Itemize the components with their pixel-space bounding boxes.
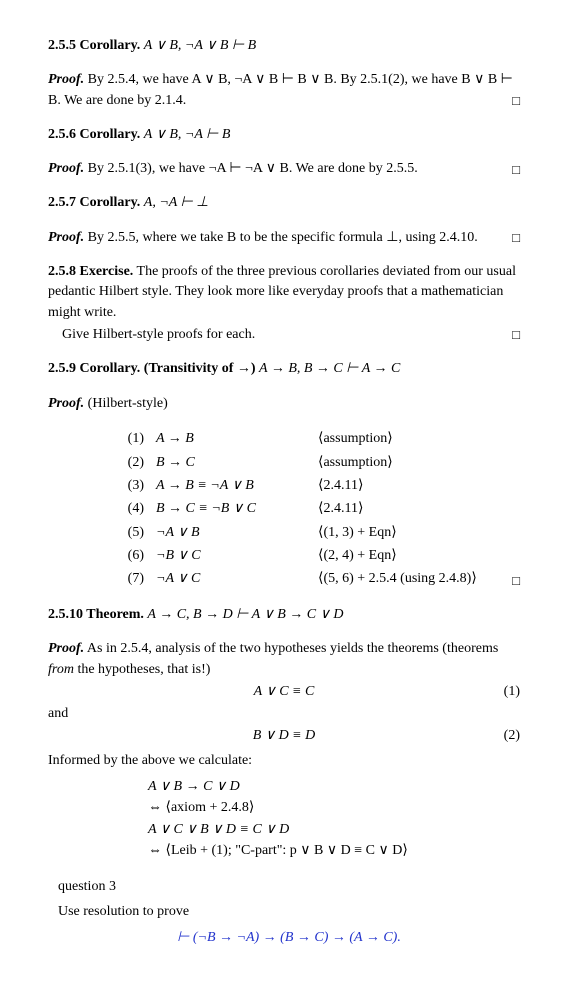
- and-label: and: [48, 704, 520, 724]
- theorem-2-5-10: 2.5.10 Theorem. A → C, B → D ⊢ A ∨ B → C…: [48, 605, 520, 625]
- table-row: (4)B → C ≡ ¬B ∨ C⟨2.4.11⟩: [108, 498, 483, 521]
- qed-icon: □: [512, 229, 520, 248]
- step-formula: ¬A ∨ C: [150, 568, 312, 591]
- step-reason: ⟨assumption⟩: [312, 451, 483, 474]
- qed-icon: □: [512, 161, 520, 180]
- table-row: (2)B → C⟨assumption⟩: [108, 451, 483, 474]
- step-num: (4): [108, 498, 150, 521]
- table-row: (1)A → B⟨assumption⟩: [108, 428, 483, 451]
- proof-2-5-9-label: Proof. (Hilbert-style): [48, 394, 520, 414]
- step-reason: ⟨(5, 6) + 2.5.4 (using 2.4.8)⟩: [312, 568, 483, 591]
- question-3: question 3 Use resolution to prove ⊢ (¬B…: [58, 877, 520, 948]
- step-reason: ⟨assumption⟩: [312, 428, 483, 451]
- proof-text: By 2.5.5, where we take B to be the spec…: [88, 230, 478, 245]
- heading: 2.5.6 Corollary.: [48, 127, 140, 142]
- question-label: question 3: [58, 877, 520, 897]
- proof-text: By 2.5.1(3), we have ¬A ⊢ ¬A ∨ B. We are…: [88, 161, 418, 176]
- equation-2: B ∨ D ≡ D (2): [48, 726, 520, 746]
- step-num: (1): [108, 428, 150, 451]
- step-num: (2): [108, 451, 150, 474]
- qed-icon: □: [512, 92, 520, 111]
- step-formula: B → C: [150, 451, 312, 474]
- step-reason: ⟨2.4.11⟩: [312, 474, 483, 497]
- qed-icon: □: [512, 572, 520, 591]
- heading: 2.5.8 Exercise.: [48, 264, 133, 279]
- question-text: Use resolution to prove: [58, 902, 520, 922]
- statement: A → C, B → D ⊢ A ∨ B → C ∨ D: [147, 607, 343, 622]
- proof-label: Proof.: [48, 161, 84, 176]
- heading: 2.5.10 Theorem.: [48, 607, 144, 622]
- heading: 2.5.5 Corollary.: [48, 38, 140, 53]
- question-formula: ⊢ (¬B → ¬A) → (B → C) → (A → C).: [58, 928, 520, 948]
- proof-label: Proof.: [48, 230, 84, 245]
- corollary-2-5-7: 2.5.7 Corollary. A, ¬A ⊢ ⊥: [48, 193, 520, 213]
- proof-label: Proof.: [48, 72, 84, 87]
- corollary-2-5-9: 2.5.9 Corollary. (Transitivity of →) A →…: [48, 359, 520, 379]
- proof-2-5-5: Proof. By 2.5.4, we have A ∨ B, ¬A ∨ B ⊢…: [48, 70, 520, 111]
- step-reason: ⟨(1, 3) + Eqn⟩: [312, 521, 483, 544]
- statement: A ∨ B, ¬A ⊢ B: [144, 127, 231, 142]
- from-word: from: [48, 662, 74, 677]
- informed-label: Informed by the above we calculate:: [48, 751, 520, 771]
- proof-type: (Hilbert-style): [88, 396, 168, 411]
- calc-line: ⇔ ⟨Leib + (1); "C-part": p ∨ B ∨ D ≡ C ∨…: [148, 841, 520, 861]
- statement: A, ¬A ⊢ ⊥: [144, 195, 209, 210]
- proof-intro: As in 2.5.4, analysis of the two hypothe…: [87, 641, 498, 656]
- proof-2-5-10: Proof. As in 2.5.4, analysis of the two …: [48, 639, 520, 861]
- equation-formula: B ∨ D ≡ D: [253, 728, 315, 743]
- proof-label: Proof.: [48, 641, 84, 656]
- calc-line: A ∨ C ∨ B ∨ D ≡ C ∨ D: [148, 820, 520, 840]
- exercise-task: Give Hilbert-style proofs for each.: [62, 327, 255, 342]
- exercise-2-5-8: 2.5.8 Exercise. The proofs of the three …: [48, 262, 520, 345]
- equation-1: A ∨ C ≡ C (1): [48, 682, 520, 702]
- step-formula: B → C ≡ ¬B ∨ C: [150, 498, 312, 521]
- table-row: (5)¬A ∨ B⟨(1, 3) + Eqn⟩: [108, 521, 483, 544]
- step-num: (3): [108, 474, 150, 497]
- step-formula: ¬A ∨ B: [150, 521, 312, 544]
- table-row: (7)¬A ∨ C⟨(5, 6) + 2.5.4 (using 2.4.8)⟩: [108, 568, 483, 591]
- heading: 2.5.7 Corollary.: [48, 195, 140, 210]
- step-num: (7): [108, 568, 150, 591]
- corollary-2-5-6: 2.5.6 Corollary. A ∨ B, ¬A ⊢ B: [48, 125, 520, 145]
- statement: A ∨ B, ¬A ∨ B ⊢ B: [144, 38, 256, 53]
- step-formula: ¬B ∨ C: [150, 544, 312, 567]
- calc-line: ⇔ ⟨axiom + 2.4.8⟩: [148, 798, 520, 818]
- step-formula: A → B ≡ ¬A ∨ B: [150, 474, 312, 497]
- equation-number: (1): [504, 682, 520, 702]
- proof-label: Proof.: [48, 396, 84, 411]
- table-row: (3)A → B ≡ ¬A ∨ B⟨2.4.11⟩: [108, 474, 483, 497]
- equation-number: (2): [504, 726, 520, 746]
- proof-2-5-7: Proof. By 2.5.5, where we take B to be t…: [48, 228, 520, 248]
- proof-2-5-6: Proof. By 2.5.1(3), we have ¬A ⊢ ¬A ∨ B.…: [48, 159, 520, 179]
- calculation-block: A ∨ B → C ∨ D ⇔ ⟨axiom + 2.4.8⟩ A ∨ C ∨ …: [148, 777, 520, 861]
- step-formula: A → B: [150, 428, 312, 451]
- statement: A → B, B → C ⊢ A → C: [259, 361, 400, 376]
- step-reason: ⟨2.4.11⟩: [312, 498, 483, 521]
- equation-formula: A ∨ C ≡ C: [254, 684, 315, 699]
- proof-table: (1)A → B⟨assumption⟩ (2)B → C⟨assumption…: [108, 428, 483, 591]
- step-num: (5): [108, 521, 150, 544]
- corollary-2-5-5: 2.5.5 Corollary. A ∨ B, ¬A ∨ B ⊢ B: [48, 36, 520, 56]
- step-reason: ⟨(2, 4) + Eqn⟩: [312, 544, 483, 567]
- calc-line: A ∨ B → C ∨ D: [148, 777, 520, 797]
- proof-text: By 2.5.4, we have A ∨ B, ¬A ∨ B ⊢ B ∨ B.…: [48, 72, 513, 107]
- qed-icon: □: [512, 326, 520, 345]
- heading: 2.5.9 Corollary. (Transitivity of →): [48, 361, 256, 376]
- proof-intro-tail: the hypotheses, that is!): [74, 662, 210, 677]
- step-num: (6): [108, 544, 150, 567]
- table-row: (6)¬B ∨ C⟨(2, 4) + Eqn⟩: [108, 544, 483, 567]
- proof-2-5-9-steps: (1)A → B⟨assumption⟩ (2)B → C⟨assumption…: [48, 428, 520, 591]
